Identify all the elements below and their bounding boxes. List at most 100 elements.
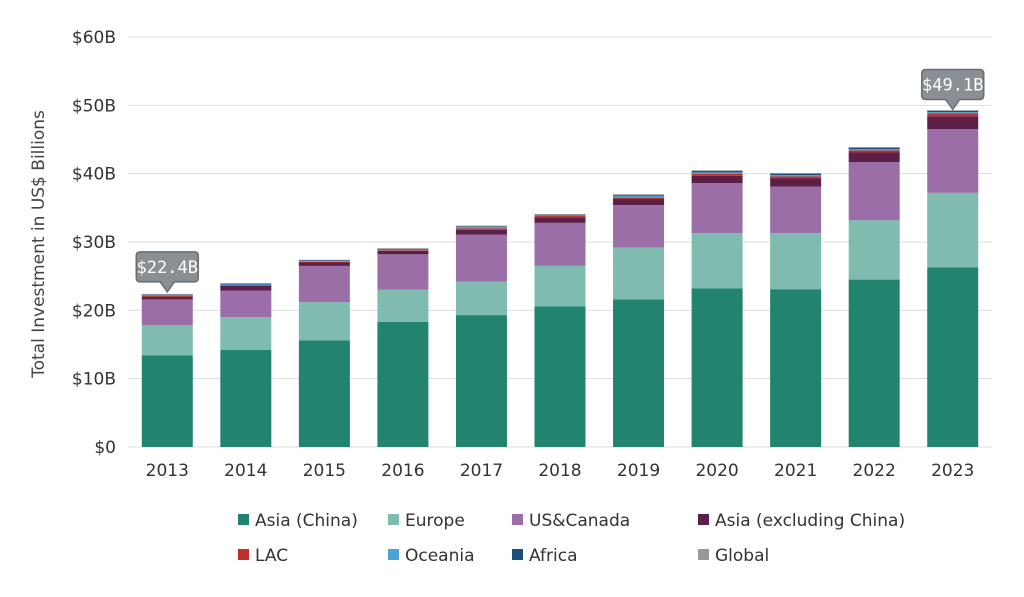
bar-segment-2023-1	[927, 192, 979, 268]
x-tick-label: 2014	[224, 461, 267, 481]
bar-segment-2019-0	[613, 299, 665, 447]
bar-segment-2022-1	[848, 220, 900, 280]
bar-segment-2018-6	[534, 214, 586, 216]
x-tick-label: 2018	[538, 461, 581, 481]
bar-segment-2021-1	[770, 233, 822, 290]
x-tick-label: 2013	[146, 461, 189, 481]
bar-segment-2013-4	[141, 295, 193, 297]
bar-segment-2022-5	[848, 149, 900, 151]
bar-segment-2014-7	[220, 283, 272, 284]
bar-segment-2021-6	[770, 173, 822, 176]
bar-segment-2023-4	[927, 113, 979, 117]
bar-segment-2022-0	[848, 279, 900, 447]
bar-segment-2023-3	[927, 116, 979, 130]
bar-segment-2015-3	[298, 262, 350, 266]
bar-segment-2017-1	[455, 281, 507, 316]
legend-item: Oceania	[388, 546, 475, 566]
bar-segment-2023-0	[927, 267, 979, 447]
bar-segment-2015-2	[298, 265, 350, 303]
bar-segment-2022-7	[848, 147, 900, 148]
bar-segment-2017-2	[455, 234, 507, 282]
legend-item: Asia (excluding China)	[698, 511, 905, 531]
legend-item: Asia (China)	[238, 511, 358, 531]
legend-label: LAC	[255, 546, 288, 566]
x-tick-label: 2019	[617, 461, 660, 481]
y-tick-label: $30B	[72, 233, 116, 253]
bar-segment-2013-1	[141, 325, 193, 356]
legend-swatch	[512, 514, 523, 525]
bar-segment-2013-7	[141, 293, 193, 295]
bar-segment-2020-6	[691, 170, 743, 173]
bar-segment-2019-1	[613, 247, 665, 300]
bar-segment-2013-5	[141, 295, 193, 296]
bar-segment-2017-3	[455, 229, 507, 235]
bar-segment-2013-6	[141, 294, 193, 296]
legend-label: US&Canada	[529, 511, 630, 531]
bar-segment-2019-4	[613, 197, 665, 199]
bar-segment-2017-7	[455, 225, 507, 227]
bar-segment-2020-4	[691, 173, 743, 176]
bar-segment-2020-3	[691, 175, 743, 184]
bar-segment-2019-2	[613, 205, 665, 248]
bar-segment-2022-4	[848, 150, 900, 153]
bar-segment-2015-5	[298, 261, 350, 262]
x-axis-ticks: 2013 2014 2015 2016 2017 2018 2019 2020 2021 2022…	[146, 461, 975, 481]
bar-segment-2014-5	[220, 284, 272, 286]
legend-item: Africa	[512, 546, 578, 566]
legend-item: LAC	[238, 546, 288, 566]
bar-segment-2014-3	[220, 285, 272, 291]
bar-segment-2016-1	[377, 289, 429, 322]
bar-segment-2016-7	[377, 248, 429, 249]
annotations: $22.4B $49.1B	[135, 68, 985, 294]
y-tick-label: $40B	[72, 165, 116, 185]
bar-segment-2023-5	[927, 112, 979, 114]
bar-segment-2013-0	[141, 355, 193, 447]
y-tick-label: $20B	[72, 301, 116, 321]
bar-segment-2013-2	[141, 299, 193, 326]
legend-swatch	[238, 549, 249, 560]
bar-segment-2022-3	[848, 152, 900, 163]
bar-segment-2016-4	[377, 250, 429, 251]
x-tick-label: 2022	[853, 461, 896, 481]
bar-segment-2015-1	[298, 302, 350, 341]
bar-segment-2014-2	[220, 290, 272, 318]
bar-segment-2017-4	[455, 228, 507, 230]
bar-segment-2022-6	[848, 147, 900, 150]
bar-segment-2018-2	[534, 222, 586, 266]
bar-segment-2016-5	[377, 249, 429, 251]
bars	[141, 110, 979, 447]
y-axis-ticks: $0 $10B $20B $30B $40B $50B $60B	[72, 28, 116, 458]
bar-segment-2020-1	[691, 233, 743, 289]
x-tick-label: 2015	[303, 461, 346, 481]
bar-segment-2018-7	[534, 213, 586, 215]
bar-segment-2021-2	[770, 186, 822, 234]
legend-label: Global	[715, 546, 769, 566]
legend-label: Africa	[529, 546, 578, 566]
bar-segment-2022-2	[848, 162, 900, 221]
bar-segment-2021-7	[770, 172, 822, 174]
legend-item: Global	[698, 546, 769, 566]
legend-label: Asia (excluding China)	[715, 511, 905, 531]
bar-segment-2023-2	[927, 129, 979, 193]
y-tick-label: $60B	[72, 28, 116, 48]
bar-segment-2021-4	[770, 176, 822, 179]
bar-segment-2015-6	[298, 260, 350, 262]
bar-segment-2020-5	[691, 172, 743, 174]
bar-segment-2018-3	[534, 217, 586, 223]
bar-segment-2020-7	[691, 170, 743, 171]
bar-segment-2018-4	[534, 216, 586, 218]
bar-segment-2015-0	[298, 340, 350, 447]
bar-segment-2014-6	[220, 283, 272, 285]
bar-segment-2016-6	[377, 248, 429, 250]
bar-segment-2016-0	[377, 321, 429, 447]
legend-swatch	[388, 514, 399, 525]
bar-segment-2014-4	[220, 285, 272, 286]
legend-swatch	[388, 549, 399, 560]
bar-segment-2015-4	[298, 261, 350, 263]
bar-segment-2021-3	[770, 178, 822, 187]
bar-segment-2016-3	[377, 250, 429, 255]
y-tick-label: $0	[94, 438, 116, 458]
y-axis-label: Total Investment in US$ Billions	[29, 110, 49, 379]
callout-bubble	[135, 251, 200, 294]
